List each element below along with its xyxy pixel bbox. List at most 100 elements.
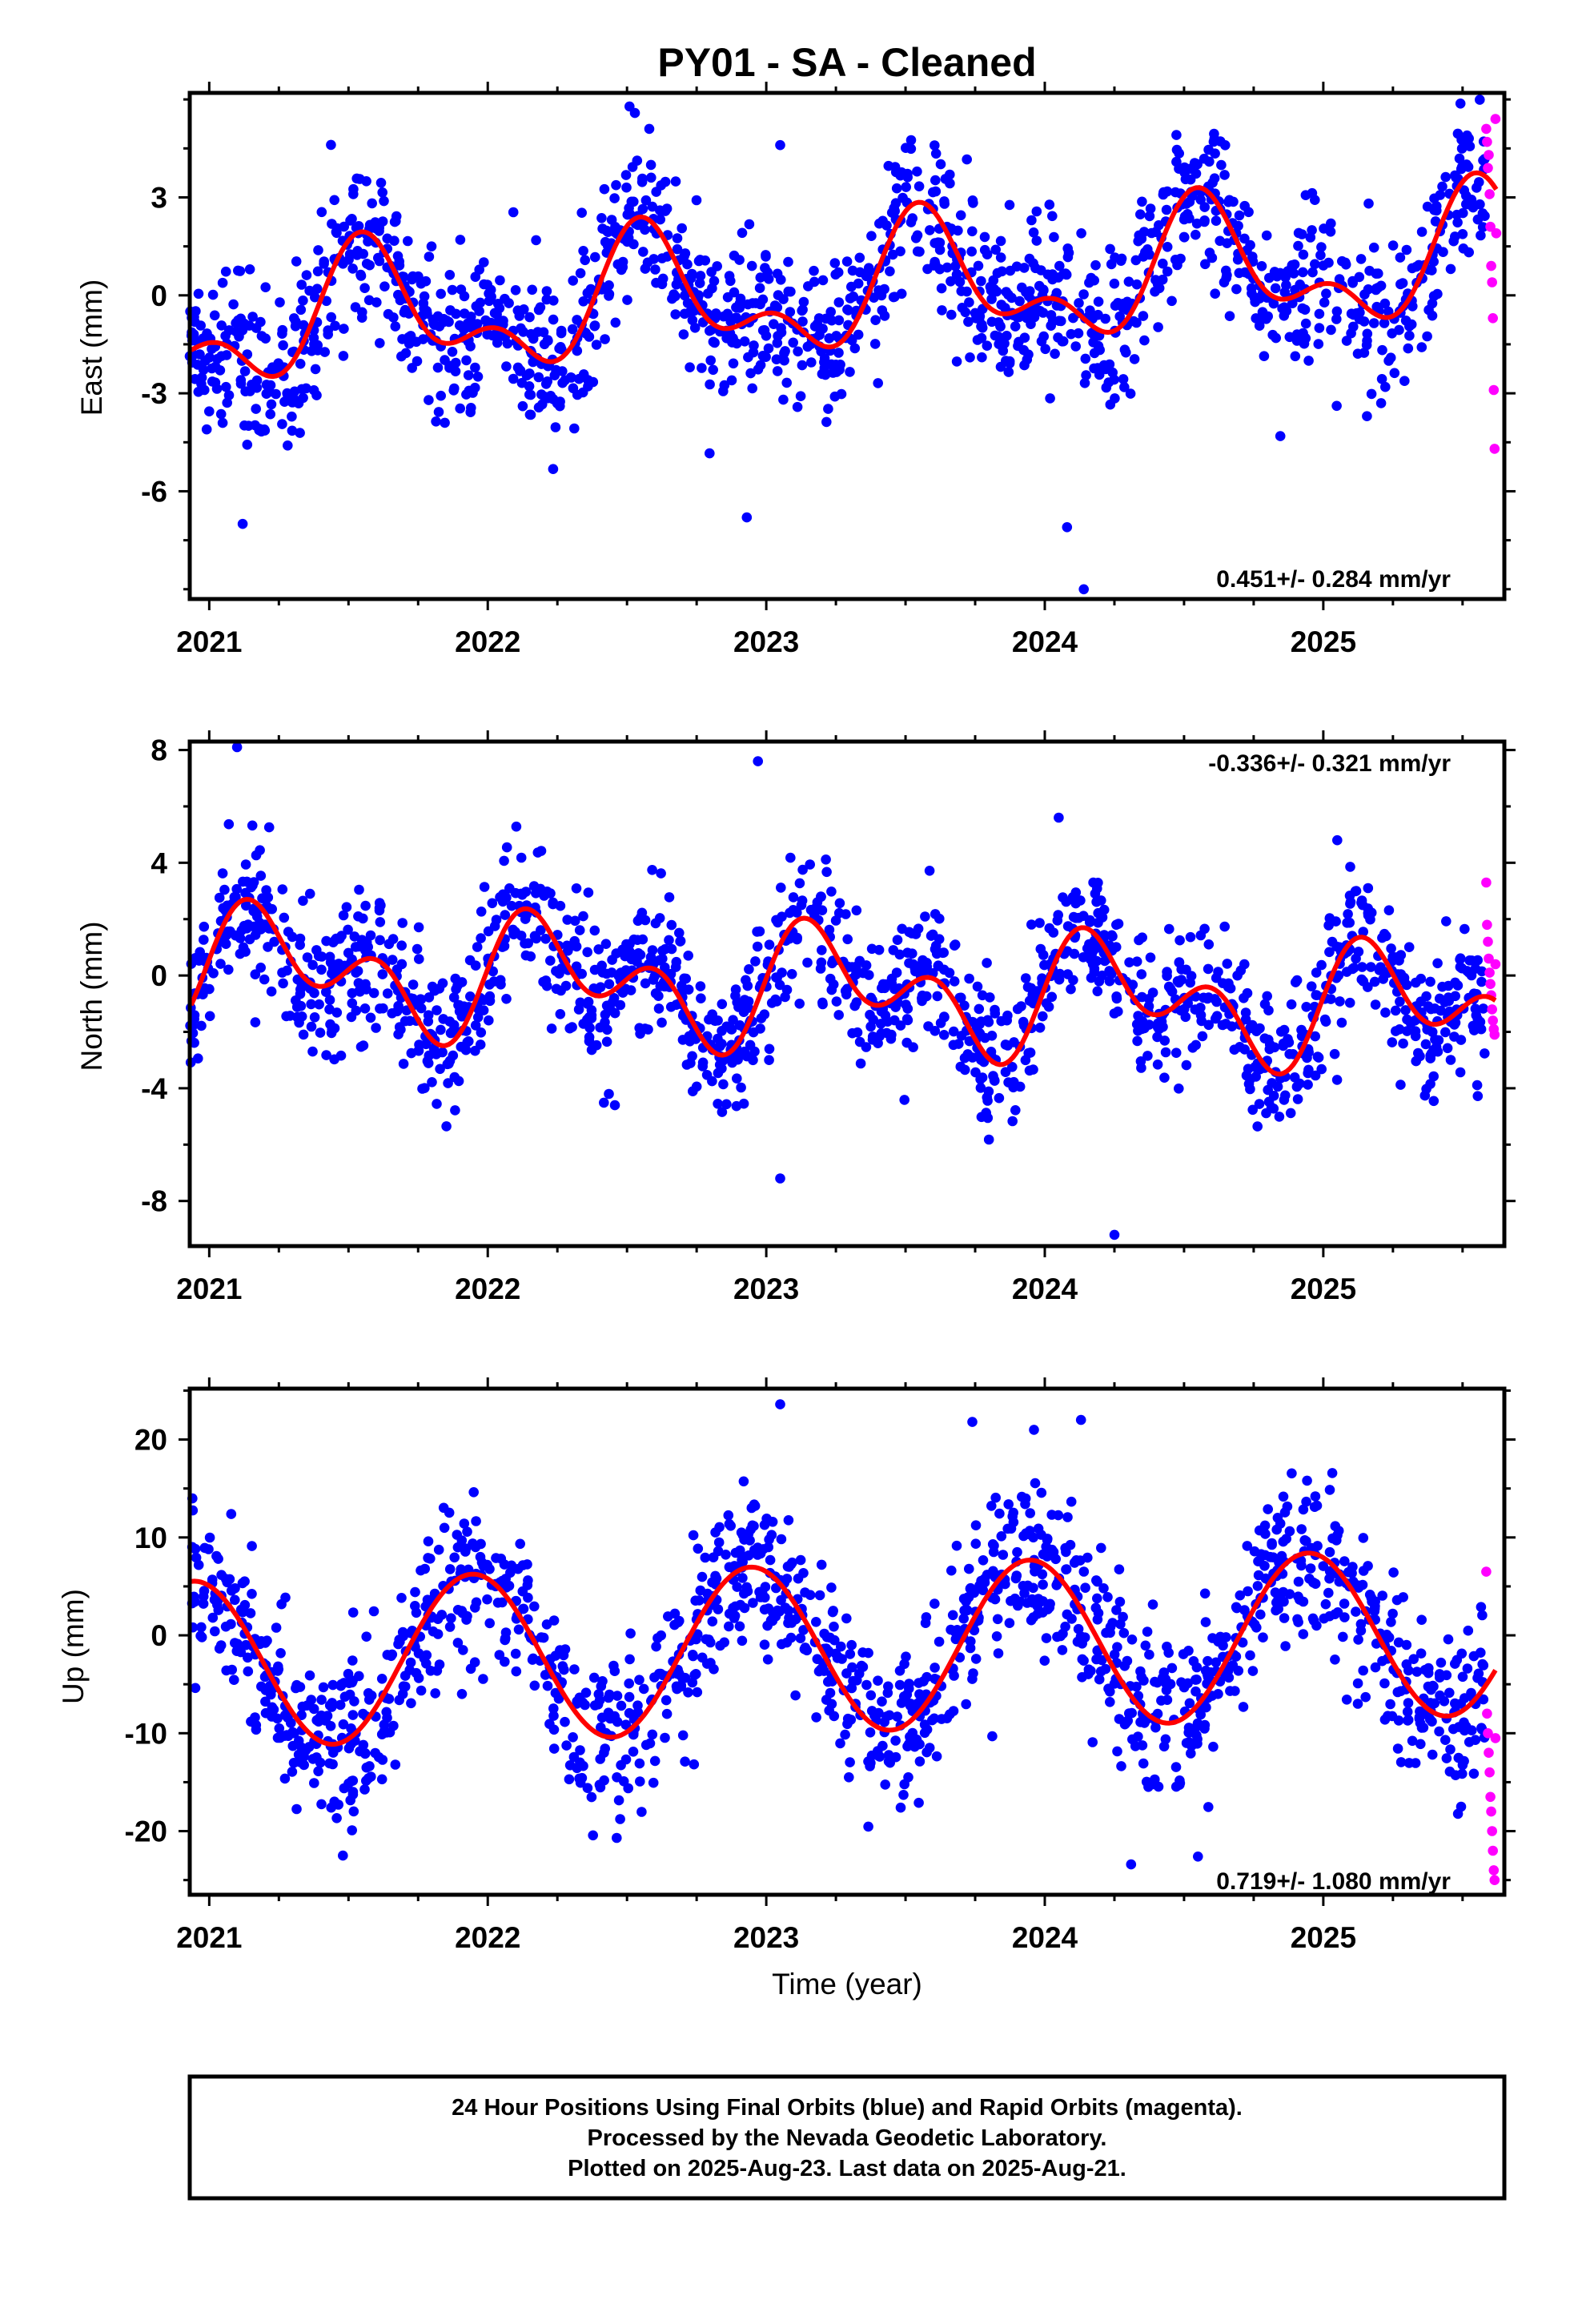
north-final-point — [329, 1054, 339, 1065]
east-final-point — [495, 275, 505, 286]
north-final-point — [250, 969, 261, 979]
up-final-point — [663, 1611, 673, 1622]
up-final-point — [1386, 1617, 1396, 1627]
north-final-point — [1274, 1112, 1285, 1122]
north-final-point — [1336, 1017, 1347, 1028]
east-final-point — [474, 306, 484, 316]
north-final-point — [1472, 1014, 1484, 1024]
up-final-point — [873, 1746, 883, 1756]
up-final-point — [988, 1592, 999, 1603]
east-final-point — [338, 259, 348, 269]
north-final-point — [1134, 935, 1144, 946]
north-final-point — [1068, 911, 1079, 923]
east-final-point — [375, 338, 385, 348]
east-final-point — [1162, 242, 1173, 252]
east-final-point — [1354, 271, 1365, 283]
up-final-point — [927, 1715, 938, 1726]
east-final-point — [549, 370, 560, 381]
up-final-point — [484, 1564, 495, 1574]
east-final-point — [560, 375, 570, 386]
north-final-point — [1124, 957, 1134, 967]
up-final-point — [759, 1519, 770, 1530]
east-final-point — [1432, 288, 1443, 300]
up-final-point — [616, 1759, 626, 1771]
north-final-point — [198, 989, 208, 999]
east-final-point — [1389, 368, 1400, 379]
up-final-point — [286, 1718, 296, 1728]
north-final-point — [1152, 1031, 1162, 1043]
up-final-point — [251, 1724, 262, 1735]
north-final-point — [1442, 1043, 1453, 1054]
north-final-point — [1239, 1044, 1250, 1055]
east-final-point — [260, 333, 271, 344]
north-final-point — [375, 917, 386, 927]
north-rapid-point — [1488, 1015, 1498, 1026]
east-final-point — [1054, 260, 1065, 271]
east-final-point — [706, 267, 717, 277]
north-final-point — [1075, 895, 1086, 906]
up-rapid-point — [1489, 1875, 1500, 1885]
up-final-point — [1415, 1648, 1427, 1659]
up-final-point — [349, 1696, 359, 1707]
east-final-point — [556, 325, 567, 336]
up-final-point — [880, 1779, 890, 1790]
up-final-point — [899, 1779, 909, 1790]
east-final-point — [1158, 258, 1168, 269]
north-final-point — [261, 885, 271, 895]
east-final-point — [1256, 261, 1267, 271]
up-final-point — [1174, 1779, 1185, 1790]
up-final-point — [1037, 1569, 1048, 1580]
up-final-point — [575, 1745, 585, 1755]
east-final-point — [1014, 312, 1024, 323]
east-final-point — [273, 358, 284, 369]
up-final-point — [962, 1605, 973, 1616]
north-final-point — [1007, 1116, 1018, 1127]
up-final-point — [518, 1603, 528, 1614]
north-final-point — [1476, 966, 1488, 977]
east-final-point — [829, 364, 840, 374]
up-final-point — [540, 1670, 551, 1680]
north-final-point — [387, 955, 398, 965]
north-final-point — [855, 1058, 866, 1069]
up-final-point — [840, 1729, 850, 1740]
east-final-point — [869, 339, 881, 349]
east-final-point — [524, 381, 535, 392]
north-final-point — [792, 907, 802, 918]
up-final-point — [460, 1543, 472, 1554]
up-rapid-point — [1484, 1747, 1494, 1758]
up-final-point — [1271, 1597, 1282, 1608]
up-final-point — [522, 1559, 532, 1570]
up-final-point — [661, 1708, 673, 1719]
north-final-point — [520, 950, 532, 961]
up-final-point — [734, 1621, 745, 1632]
east-outlier-point — [644, 123, 655, 135]
north-final-point — [1425, 976, 1435, 987]
east-final-point — [1137, 196, 1147, 207]
north-final-point — [287, 931, 298, 943]
up-final-point — [196, 1622, 207, 1633]
north-final-point — [633, 948, 644, 959]
up-final-point — [268, 1704, 279, 1715]
north-final-point — [432, 1005, 442, 1015]
east-final-point — [1146, 227, 1157, 239]
up-final-point — [548, 1615, 560, 1626]
north-final-point — [354, 884, 364, 895]
east-final-point — [709, 337, 720, 348]
east-final-point — [492, 337, 503, 348]
north-outlier-point — [1332, 834, 1343, 846]
north-final-point — [647, 945, 658, 955]
up-final-point — [548, 1703, 559, 1714]
north-plot-frame — [187, 739, 1507, 1248]
east-final-point — [338, 351, 349, 361]
north-final-point — [413, 922, 424, 933]
up-final-point — [632, 1700, 643, 1711]
north-final-point — [298, 1029, 309, 1040]
east-final-point — [1044, 199, 1055, 210]
north-final-point — [1181, 964, 1191, 975]
up-final-point — [1287, 1468, 1297, 1479]
up-final-point — [396, 1593, 407, 1603]
up-y-tick-label: 0 — [151, 1619, 167, 1652]
north-final-point — [601, 1036, 612, 1047]
east-final-point — [785, 286, 796, 297]
